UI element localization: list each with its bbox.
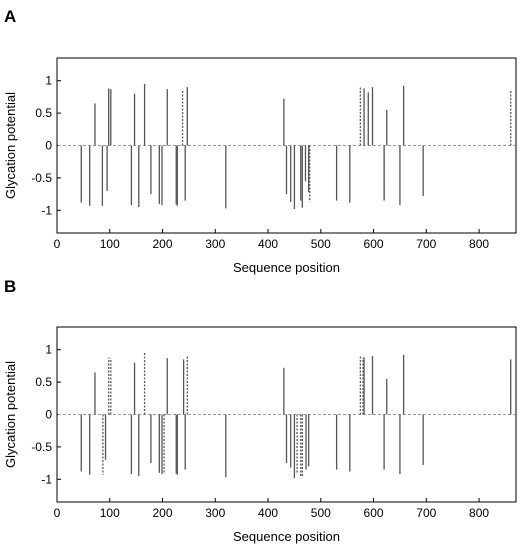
panel-b-x-tick-label: 600 xyxy=(364,506,384,520)
panel-a: A 0 100 200 300 400 500 600 700 800 -1 -0.5 0 0.5 1 S… xyxy=(3,7,517,275)
panel-b-y-tick-label: -0.5 xyxy=(31,440,52,454)
panel-b-x-tick-label: 200 xyxy=(153,506,173,520)
panel-a-y-tick-label: 0 xyxy=(45,139,52,153)
panel-b-y-tick-label: 0.5 xyxy=(35,375,52,389)
panel-b-x-tick-label: 0 xyxy=(54,506,61,520)
panel-b-ticks: 0 100 200 300 400 500 600 700 800 -1 -0.5 0 0.5 1 xyxy=(31,343,489,520)
panel-a-y-tick-label: 1 xyxy=(45,74,52,88)
panel-a-x-tick-label: 0 xyxy=(54,237,61,251)
panel-a-x-tick-label: 600 xyxy=(364,237,384,251)
panel-b-letter: B xyxy=(4,277,16,296)
panel-a-x-axis-label: Sequence position xyxy=(233,260,340,275)
panel-a-y-axis-label: Glycation potential xyxy=(3,92,18,199)
panel-b-x-tick-label: 300 xyxy=(205,506,225,520)
panel-b-marks xyxy=(58,352,515,479)
panel-a-x-tick-label: 400 xyxy=(258,237,278,251)
panel-a-x-tick-label: 700 xyxy=(416,237,436,251)
panel-b-y-tick-label: 1 xyxy=(45,343,52,357)
panel-b-x-tick-label: 700 xyxy=(416,506,436,520)
panel-a-letter: A xyxy=(4,7,16,26)
panel-a-x-tick-label: 200 xyxy=(153,237,173,251)
panel-a-y-tick-label: -0.5 xyxy=(31,171,52,185)
panel-b-x-tick-label: 500 xyxy=(311,506,331,520)
panel-b: B 0 100 200 300 400 500 600 700 800 -1 -0.5 0 0.5 1 S… xyxy=(3,277,517,544)
panel-b-x-tick-label: 100 xyxy=(100,506,120,520)
panel-b-y-tick-label: 0 xyxy=(45,408,52,422)
panel-a-x-tick-label: 800 xyxy=(469,237,489,251)
panel-a-marks xyxy=(58,83,515,210)
panel-a-ticks: 0 100 200 300 400 500 600 700 800 -1 -0.5 0 0.5 1 xyxy=(31,74,489,251)
panel-a-x-tick-label: 100 xyxy=(100,237,120,251)
panel-b-y-axis-label: Glycation potential xyxy=(3,361,18,468)
panel-a-x-tick-label: 500 xyxy=(311,237,331,251)
panel-b-x-tick-label: 800 xyxy=(469,506,489,520)
panel-a-y-tick-label: -1 xyxy=(41,203,52,217)
panel-b-y-tick-label: -1 xyxy=(41,472,52,486)
panel-b-x-tick-label: 400 xyxy=(258,506,278,520)
panel-a-y-tick-label: 0.5 xyxy=(35,106,52,120)
panel-a-x-tick-label: 300 xyxy=(205,237,225,251)
panel-b-x-axis-label: Sequence position xyxy=(233,529,340,544)
